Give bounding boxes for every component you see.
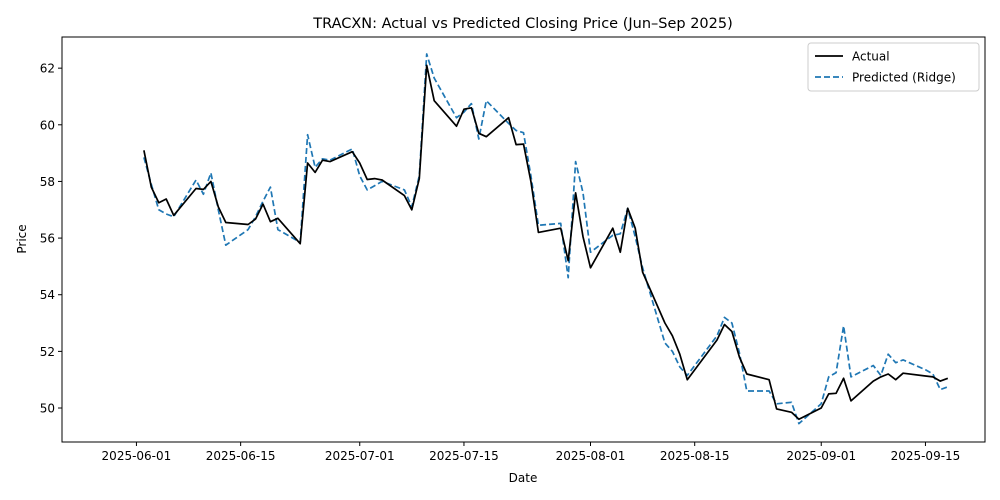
x-tick-label: 2025-08-01 — [556, 449, 626, 463]
y-tick-label: 54 — [40, 288, 55, 302]
x-tick-label: 2025-09-15 — [891, 449, 961, 463]
x-tick-label: 2025-08-15 — [660, 449, 730, 463]
x-tick-label: 2025-07-01 — [325, 449, 395, 463]
legend-predicted-label: Predicted (Ridge) — [852, 71, 956, 85]
plot-frame — [61, 36, 986, 443]
x-axis: 2025-06-01 2025-06-15 2025-07-01 2025-07-15… — [102, 442, 961, 463]
x-tick-label: 2025-06-15 — [206, 449, 276, 463]
series-line-actual — [143, 64, 949, 421]
y-tick-label: 56 — [40, 232, 55, 246]
y-tick-label: 50 — [40, 402, 55, 416]
y-tick-label: 58 — [40, 175, 55, 189]
x-axis-label: Date — [509, 471, 538, 485]
plot-area — [143, 53, 949, 425]
legend: Actual Predicted (Ridge) — [807, 42, 980, 92]
y-axis: 50 52 54 56 58 60 62 — [40, 62, 62, 416]
y-tick-label: 60 — [40, 118, 55, 132]
legend-box — [807, 42, 980, 92]
y-axis-label: Price — [15, 224, 29, 253]
series-line-predicted — [143, 53, 949, 425]
chart-title: TRACXN: Actual vs Predicted Closing Pric… — [312, 16, 733, 32]
x-tick-label: 2025-06-01 — [102, 449, 172, 463]
x-tick-label: 2025-09-01 — [786, 449, 856, 463]
legend-actual-label: Actual — [852, 50, 890, 64]
x-tick-label: 2025-07-15 — [429, 449, 499, 463]
y-tick-label: 52 — [40, 345, 55, 359]
y-tick-label: 62 — [40, 62, 55, 76]
